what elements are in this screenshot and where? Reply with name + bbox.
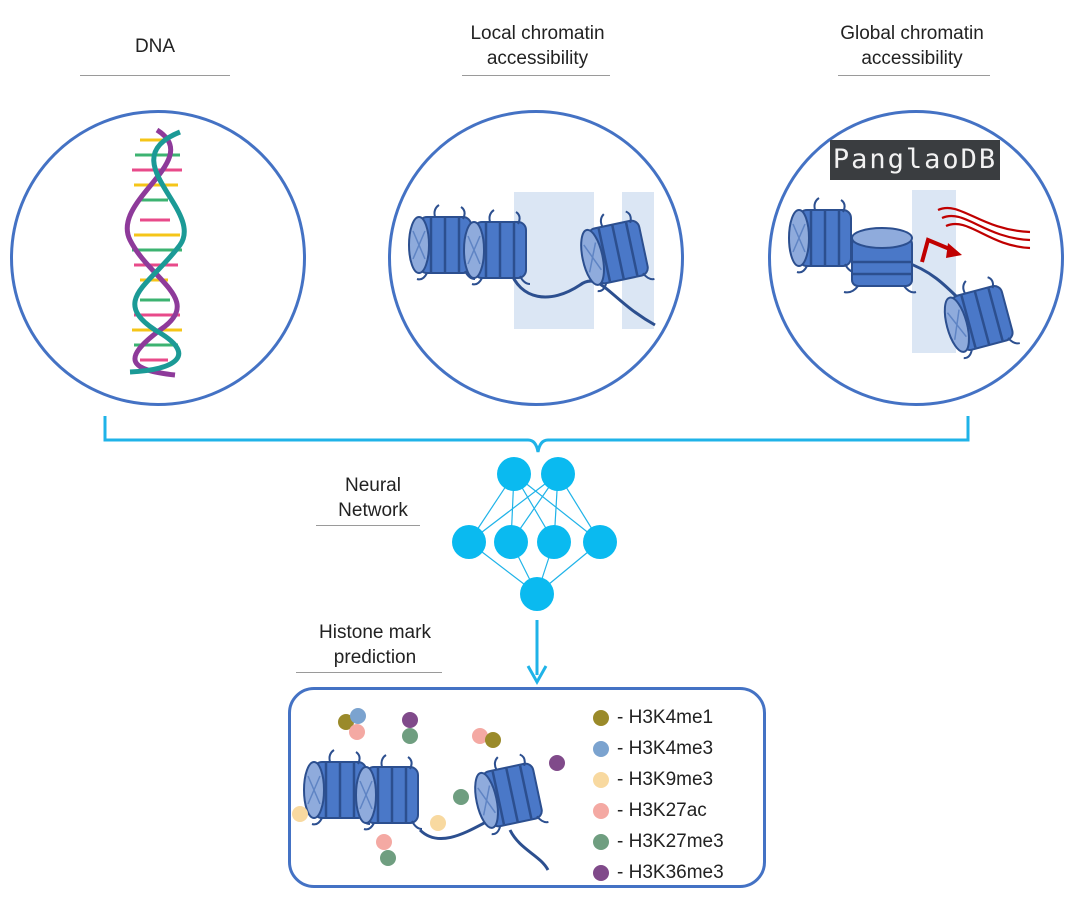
nn-input-node: [497, 457, 531, 491]
local-title-underline: [462, 75, 610, 76]
nn-output-node: [520, 577, 554, 611]
h3k36me3-dot: [593, 865, 609, 881]
legend-h3k9me3: - H3K9me3: [593, 769, 713, 791]
dna-title: DNA: [134, 36, 176, 57]
dna-circle: [10, 110, 306, 406]
histone-title-underline: [296, 672, 442, 673]
neural-network-title: Neural Network: [338, 475, 408, 521]
prediction-arrow: [526, 620, 548, 686]
global-accessibility-illustration: [787, 190, 1031, 362]
histone-prediction-title: Histone mark prediction: [319, 622, 431, 668]
h3k4me1-dot: [593, 710, 609, 726]
dna-title-underline: [80, 75, 230, 76]
histone-prediction-illustration: [292, 708, 565, 871]
global-accessibility-title: Global chromatin accessibility: [840, 23, 984, 69]
global-title-underline: [838, 75, 990, 76]
local-accessibility-title: Local chromatin accessibility: [470, 23, 605, 69]
nn-hidden-node: [583, 525, 617, 559]
legend-h3k27me3: - H3K27me3: [593, 831, 724, 853]
legend-h3k36me3: - H3K36me3: [593, 862, 724, 884]
nn-title-underline: [316, 525, 420, 526]
panglaodb-logo: PanglaoDB: [830, 140, 1000, 180]
legend-h3k27ac: - H3K27ac: [593, 800, 707, 822]
nn-hidden-node: [537, 525, 571, 559]
neural-network-graph: [468, 473, 601, 595]
merge-bracket: [103, 416, 970, 453]
nn-hidden-node: [494, 525, 528, 559]
legend-h3k4me3: - H3K4me3: [593, 738, 713, 760]
h3k27me3-dot: [593, 834, 609, 850]
h3k27ac-dot: [593, 803, 609, 819]
legend-h3k4me1: - H3K4me1: [593, 707, 713, 729]
nn-input-node: [541, 457, 575, 491]
dna-helix-illustration: [124, 127, 187, 378]
h3k4me3-dot: [593, 741, 609, 757]
local-accessibility-illustration: [407, 192, 656, 329]
nn-hidden-node: [452, 525, 486, 559]
h3k9me3-dot: [593, 772, 609, 788]
